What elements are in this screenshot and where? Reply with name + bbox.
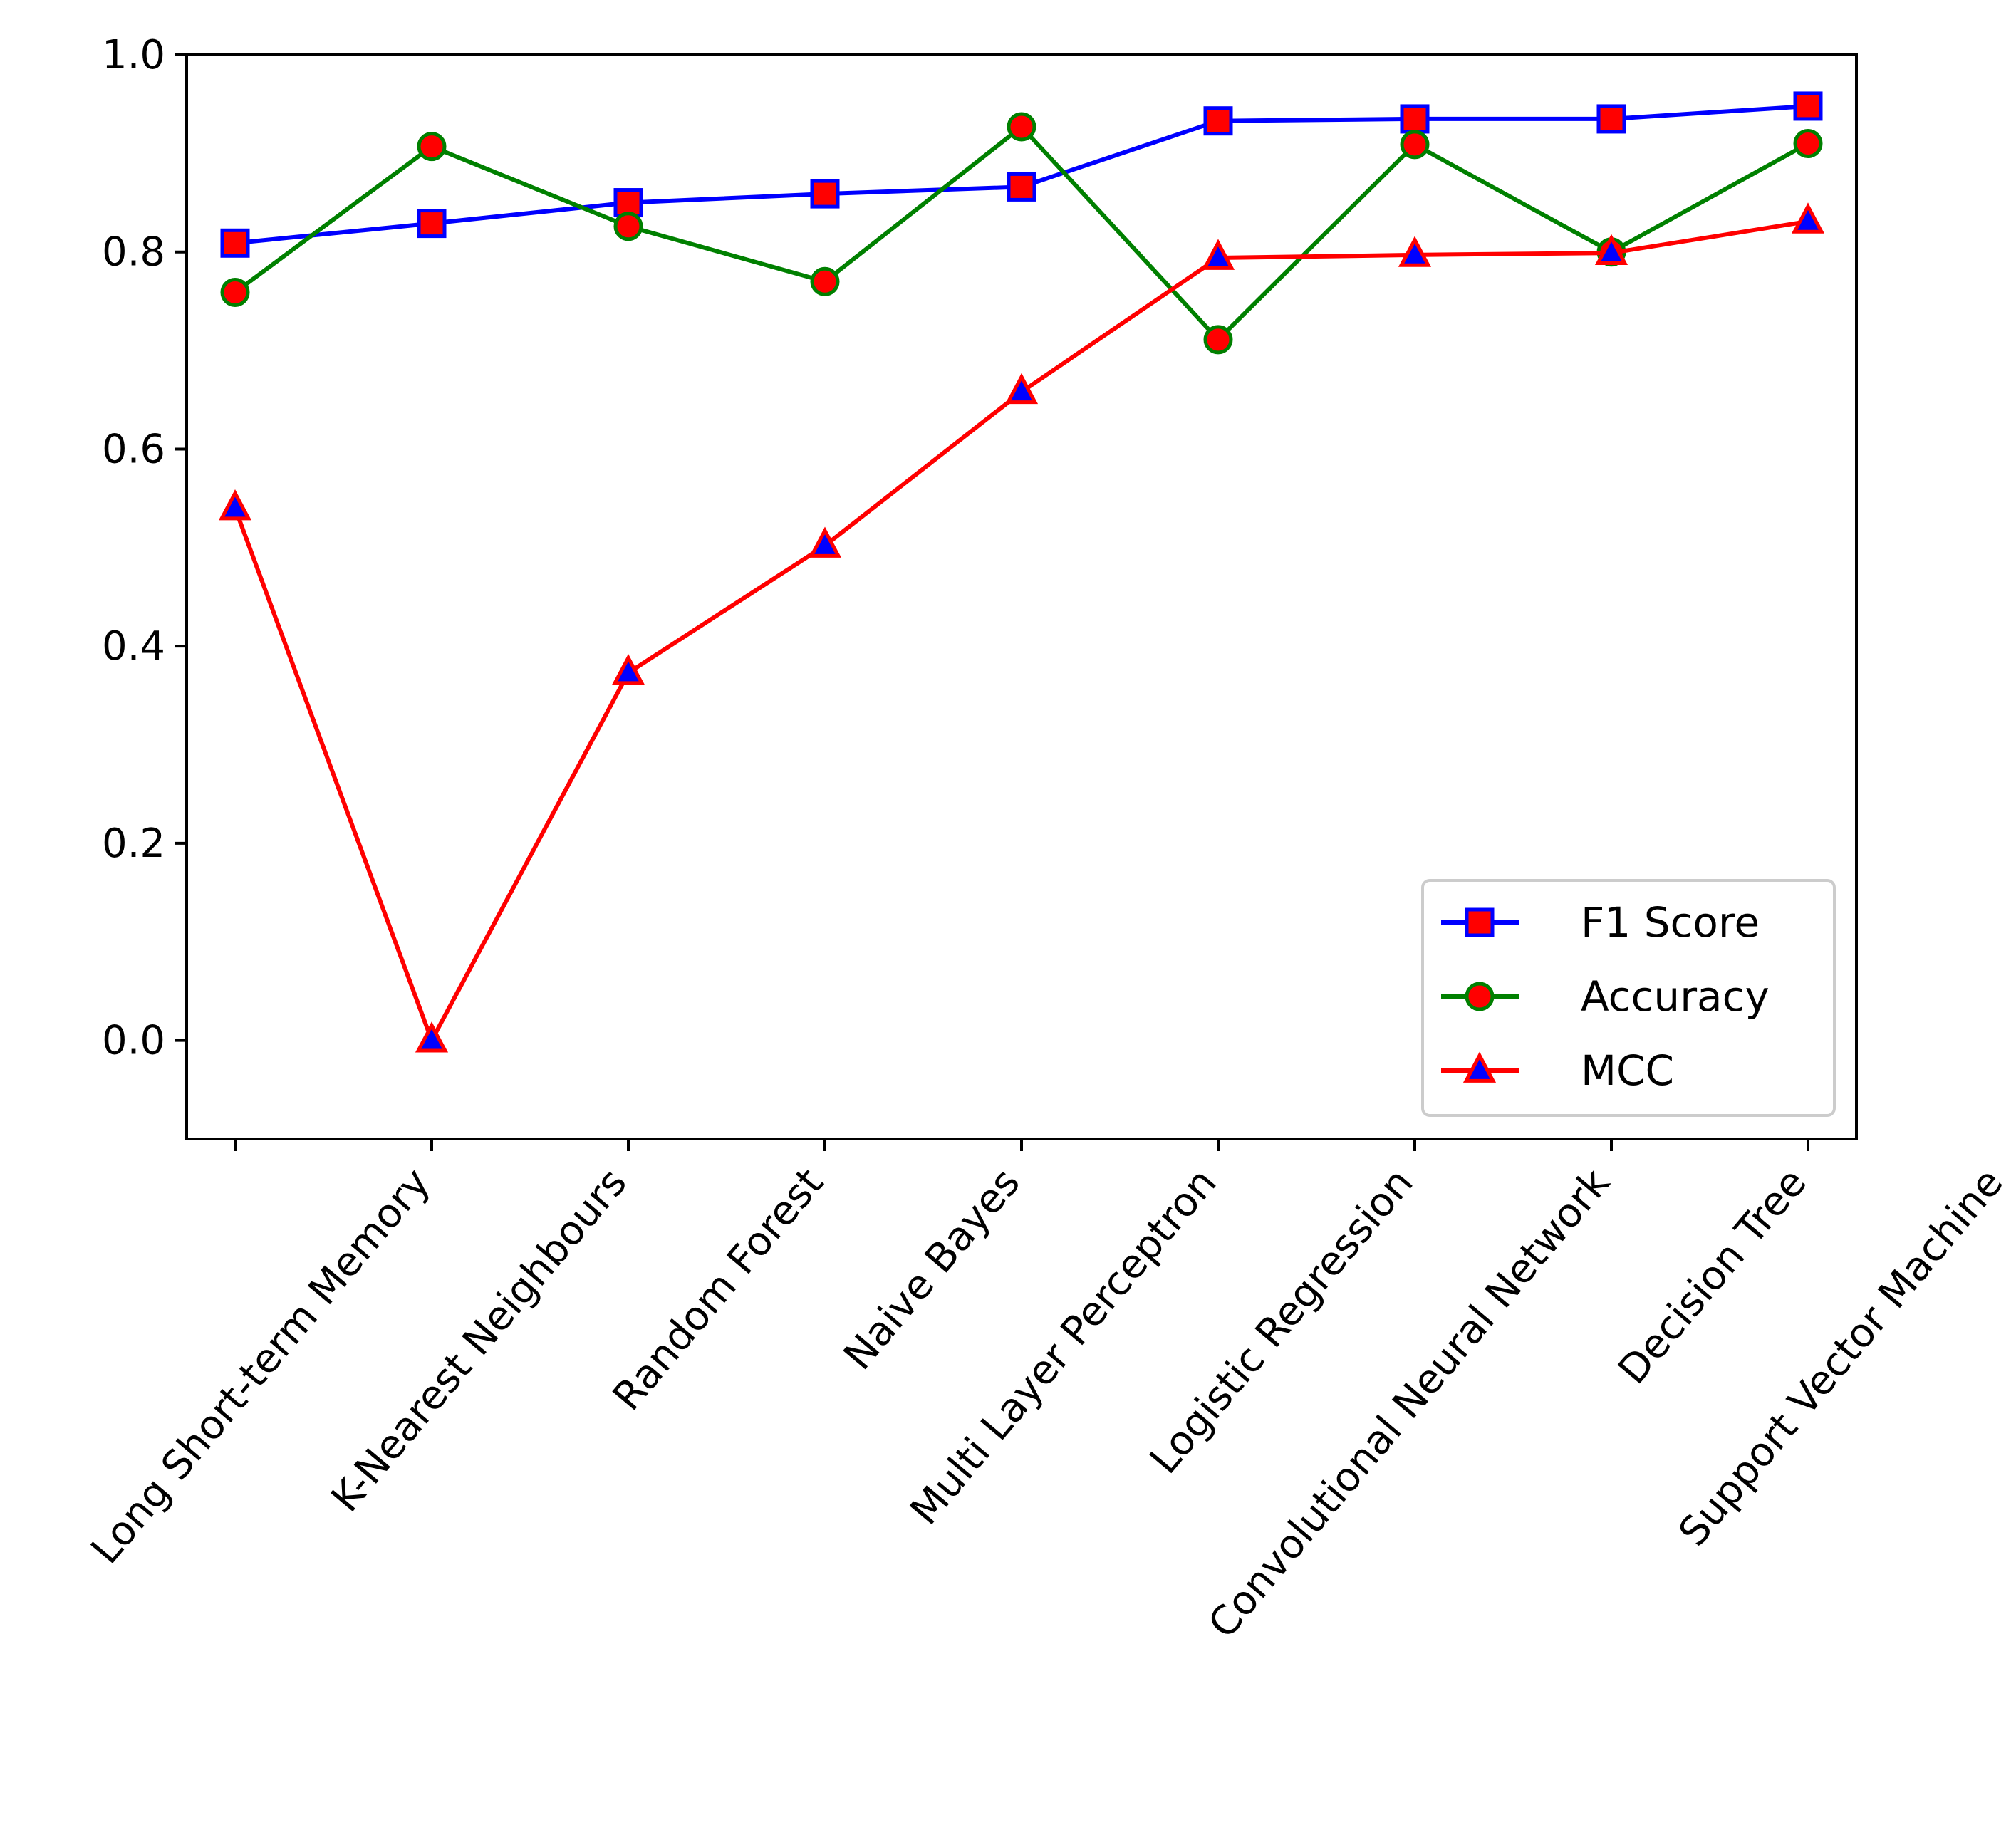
legend: F1 Score Accuracy MCC: [1421, 879, 1836, 1117]
y-tick-label: 0.2: [102, 821, 165, 867]
data-point-mcc: [1004, 373, 1039, 405]
data-point-accuracy: [1400, 130, 1430, 160]
data-point-accuracy: [1203, 325, 1233, 355]
data-point-accuracy: [613, 212, 643, 241]
data-point-mcc: [1398, 236, 1432, 267]
legend-marker-accuracy: [1465, 982, 1495, 1011]
data-point-f1-score: [1793, 91, 1823, 121]
legend-box: [1421, 879, 1836, 1117]
y-tick-label: 0.4: [102, 623, 165, 670]
data-point-accuracy: [810, 266, 840, 296]
data-point-mcc: [1201, 239, 1235, 270]
legend-label-accuracy: Accuracy: [1581, 972, 1770, 1021]
data-point-accuracy: [220, 277, 250, 307]
data-point-mcc: [808, 526, 842, 558]
data-point-accuracy: [1007, 112, 1036, 142]
data-point-mcc: [611, 654, 645, 685]
y-tick-label: 0.6: [102, 426, 165, 472]
data-point-accuracy: [417, 132, 447, 162]
data-point-f1-score: [1400, 104, 1430, 134]
legend-marker-mcc: [1462, 1051, 1497, 1083]
data-point-f1-score: [1596, 104, 1626, 134]
data-point-f1-score: [1007, 172, 1036, 202]
data-point-f1-score: [613, 188, 643, 218]
y-tick-label: 0.0: [102, 1018, 165, 1064]
legend-label-mcc: MCC: [1581, 1046, 1674, 1095]
data-point-f1-score: [220, 228, 250, 258]
y-tick-label: 0.8: [102, 229, 165, 276]
data-point-mcc: [1594, 234, 1628, 265]
data-point-f1-score: [810, 179, 840, 209]
legend-marker-f1-score: [1465, 907, 1495, 937]
data-point-mcc: [218, 489, 252, 521]
y-tick-label: 1.0: [102, 32, 165, 78]
data-point-mcc: [1791, 202, 1825, 234]
data-point-f1-score: [417, 209, 447, 239]
data-point-f1-score: [1203, 106, 1233, 136]
data-point-mcc: [415, 1021, 449, 1053]
plot-area: [218, 91, 1825, 1053]
legend-label-f1-score: F1 Score: [1581, 898, 1760, 947]
data-point-accuracy: [1793, 129, 1823, 159]
